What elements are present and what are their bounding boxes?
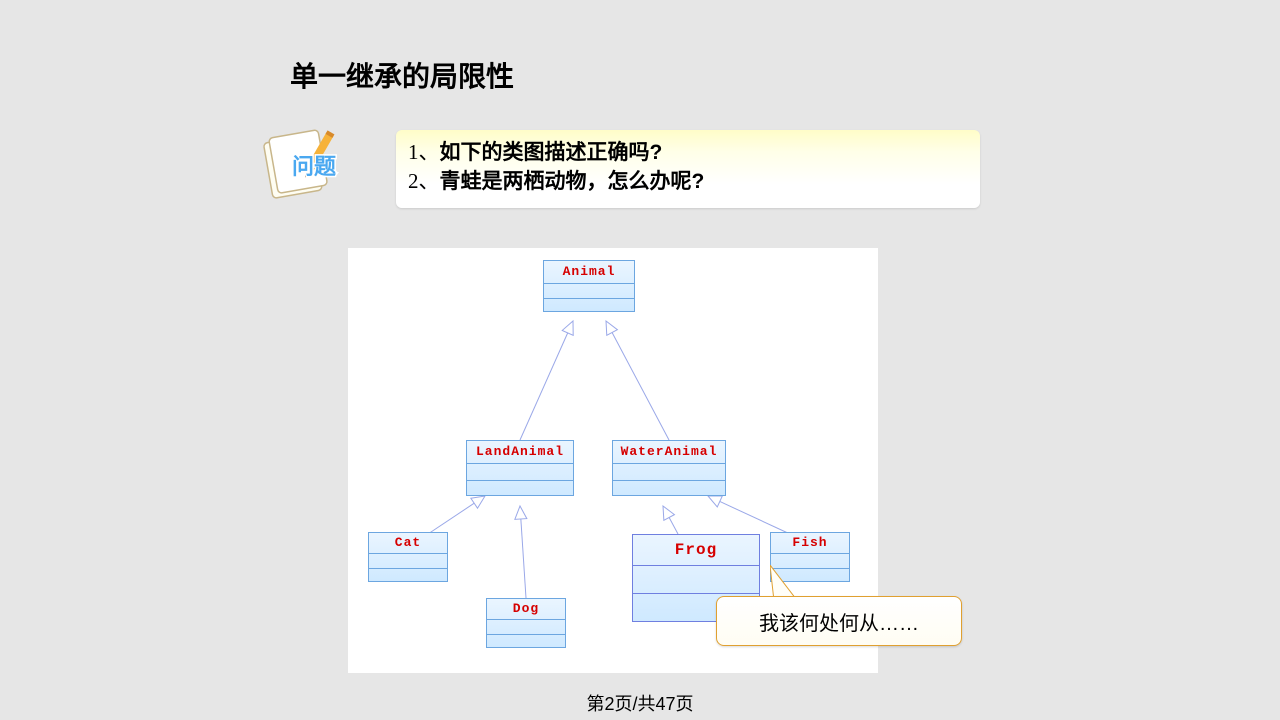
question-icon-label: 问题 (292, 154, 337, 179)
uml-class-wateranimal: WaterAnimal (612, 440, 726, 496)
question-1: 1、如下的类图描述正确吗? (408, 138, 968, 167)
slide-title: 单一继承的局限性 (290, 55, 514, 95)
question-icon: 问题 (248, 128, 344, 206)
uml-class-landanimal: LandAnimal (466, 440, 574, 496)
uml-class-animal: Animal (543, 260, 635, 312)
question-2: 2、青蛙是两栖动物，怎么办呢? (408, 167, 968, 196)
slide: 单一继承的局限性 问题 1、如下的类图描述正确吗? 2、青蛙是两栖动物，怎么办呢… (0, 0, 1280, 720)
question-box: 1、如下的类图描述正确吗? 2、青蛙是两栖动物，怎么办呢? (396, 130, 980, 208)
page-indicator: 第2页/共47页 (0, 690, 1280, 716)
frog-callout: 我该何处何从…… (716, 596, 962, 646)
uml-class-cat: Cat (368, 532, 448, 582)
uml-class-dog: Dog (486, 598, 566, 648)
